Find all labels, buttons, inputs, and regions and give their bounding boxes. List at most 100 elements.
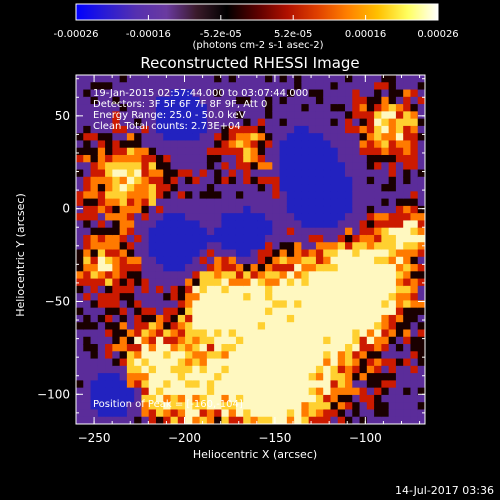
heatmap-cell <box>301 264 310 272</box>
heatmap-cell <box>345 191 353 200</box>
heatmap-cell <box>410 358 419 367</box>
heatmap-cell <box>206 264 215 272</box>
heatmap-cell <box>294 140 302 149</box>
heatmap-cell <box>221 387 230 396</box>
heatmap-cell <box>221 75 230 83</box>
heatmap-cell <box>170 329 179 338</box>
heatmap-cell <box>359 96 368 105</box>
heatmap-cell <box>352 234 361 243</box>
x-tick-label: −150 <box>258 431 291 445</box>
heatmap-cell <box>301 409 310 418</box>
heatmap-cell <box>381 220 390 229</box>
heatmap-cell <box>279 300 288 309</box>
heatmap-cell <box>155 147 164 156</box>
heatmap-cell <box>206 278 215 287</box>
heatmap-cell <box>352 336 361 345</box>
heatmap-cell <box>388 329 397 338</box>
heatmap-cell <box>90 344 99 352</box>
heatmap-cell <box>330 111 339 120</box>
heatmap-cell <box>134 191 143 200</box>
heatmap-cell <box>148 198 157 207</box>
heatmap-cell <box>366 387 375 396</box>
heatmap-cell <box>272 191 281 200</box>
heatmap-cell <box>403 227 412 236</box>
heatmap-cell <box>185 213 193 222</box>
heatmap-cell <box>272 358 281 367</box>
heatmap-cell <box>308 220 317 229</box>
heatmap-cell <box>250 154 259 163</box>
heatmap-cell <box>243 380 252 389</box>
heatmap-cell <box>155 402 164 411</box>
heatmap-cell <box>337 351 346 360</box>
heatmap-cell <box>315 365 324 374</box>
heatmap-cell <box>286 82 295 91</box>
heatmap-cell <box>265 380 273 389</box>
heatmap-cell <box>83 82 92 91</box>
heatmap-cell <box>279 82 288 91</box>
heatmap-cell <box>126 154 135 163</box>
heatmap-cell <box>359 147 368 156</box>
heatmap-cell <box>97 358 106 367</box>
heatmap-cell <box>352 380 361 389</box>
heatmap-cell <box>330 242 339 251</box>
heatmap-cell <box>235 293 244 301</box>
heatmap-cell <box>185 300 193 309</box>
heatmap-cell <box>315 162 324 171</box>
heatmap-cell <box>250 104 259 112</box>
heatmap-cell <box>279 213 288 222</box>
heatmap-cell <box>294 169 302 178</box>
heatmap-cell <box>265 75 273 83</box>
heatmap-cell <box>395 96 404 105</box>
heatmap-cell <box>395 125 404 134</box>
heatmap-cell <box>323 184 332 192</box>
heatmap-cell <box>286 169 295 178</box>
heatmap-cell <box>279 205 288 214</box>
heatmap-cell <box>395 285 404 294</box>
heatmap-cell <box>330 75 339 83</box>
heatmap-cell <box>294 249 302 258</box>
heatmap-cell <box>192 104 201 112</box>
heatmap-cell <box>148 409 157 418</box>
heatmap-cell <box>97 162 106 171</box>
heatmap-cell <box>286 176 295 185</box>
heatmap-cell <box>90 96 99 105</box>
heatmap-cell <box>155 293 164 301</box>
heatmap-cell <box>105 380 113 389</box>
heatmap-cell <box>105 322 113 331</box>
heatmap-cell <box>381 307 390 316</box>
heatmap-cell <box>366 394 375 403</box>
heatmap-cell <box>374 285 382 294</box>
heatmap-cell <box>83 300 92 309</box>
heatmap-cell <box>177 213 186 222</box>
heatmap-cell <box>112 191 121 200</box>
heatmap-cell <box>250 96 259 105</box>
heatmap-cell <box>257 104 266 112</box>
heatmap-cell <box>148 82 157 91</box>
heatmap-cell <box>148 293 157 301</box>
heatmap-cell <box>315 336 324 345</box>
heatmap-cell <box>272 140 281 149</box>
heatmap-cell <box>243 147 252 156</box>
heatmap-cell <box>374 82 382 91</box>
heatmap-cell <box>221 300 230 309</box>
heatmap-cell <box>388 242 397 251</box>
heatmap-cell <box>403 125 412 134</box>
heatmap-cell <box>250 125 259 134</box>
colorbar-tick-label: 0.00016 <box>345 29 386 40</box>
heatmap-cell <box>90 162 99 171</box>
heatmap-cell <box>119 111 128 120</box>
heatmap-cell <box>119 198 128 207</box>
heatmap-cell <box>250 402 259 411</box>
heatmap-cell <box>352 205 361 214</box>
heatmap-cell <box>395 264 404 272</box>
heatmap-cell <box>301 89 310 98</box>
heatmap-cell <box>199 278 208 287</box>
heatmap-cell <box>192 409 201 418</box>
heatmap-cell <box>243 162 252 171</box>
heatmap-cell <box>163 205 172 214</box>
heatmap-cell <box>265 300 273 309</box>
heatmap-cell <box>366 154 375 163</box>
heatmap-cell <box>155 191 164 200</box>
heatmap-cell <box>134 154 143 163</box>
heatmap-cell <box>177 416 186 424</box>
